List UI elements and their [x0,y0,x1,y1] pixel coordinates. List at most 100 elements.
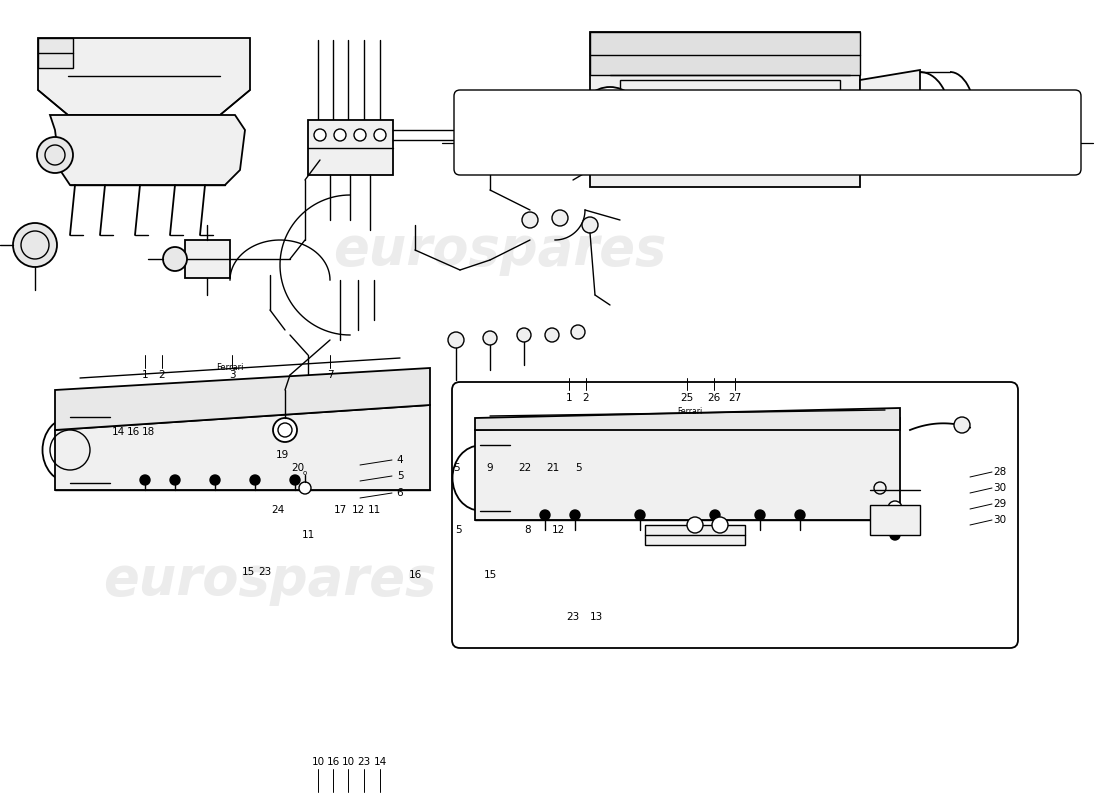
Text: 2: 2 [583,393,590,403]
Text: 27: 27 [728,393,741,403]
Text: 14: 14 [111,427,124,437]
Bar [185,240,230,278]
Text: 5: 5 [453,463,460,473]
Polygon shape [475,418,900,520]
Text: Valid for USA, CDN, CH and AUS from engine Nr. 25014: Valid for USA, CDN, CH and AUS from engi… [595,137,940,150]
Circle shape [580,87,640,147]
Circle shape [571,325,585,339]
Text: 10: 10 [341,757,354,767]
Text: 3: 3 [229,370,235,380]
Text: 30: 30 [993,515,1007,525]
Text: 10: 10 [311,757,324,767]
Circle shape [374,129,386,141]
Bar [308,120,393,175]
Circle shape [448,332,464,348]
Circle shape [140,475,150,485]
Text: 24: 24 [272,505,285,515]
Text: 25: 25 [681,393,694,403]
Circle shape [795,510,805,520]
Circle shape [273,418,297,442]
Circle shape [299,482,311,494]
Circle shape [552,210,568,226]
Text: 22: 22 [518,463,531,473]
Text: 15: 15 [483,570,496,580]
Text: 11: 11 [367,505,381,515]
Text: 23: 23 [566,612,580,622]
Text: 30: 30 [993,483,1007,493]
Bar [620,80,840,140]
Text: 18: 18 [142,427,155,437]
Text: Ferrari: Ferrari [217,363,244,373]
Circle shape [888,501,902,515]
Circle shape [483,331,497,345]
Text: 5: 5 [454,525,461,535]
Bar [870,505,920,535]
Text: 14: 14 [373,757,386,767]
Circle shape [544,328,559,342]
Circle shape [755,510,764,520]
Text: 23: 23 [358,757,371,767]
Text: o: o [302,470,307,476]
Circle shape [540,510,550,520]
FancyBboxPatch shape [454,90,1081,175]
Text: eurospares: eurospares [103,554,437,606]
Bar [645,525,745,545]
Text: 8: 8 [525,525,531,535]
Text: 9: 9 [486,463,493,473]
Text: 12: 12 [551,525,564,535]
Polygon shape [55,405,430,490]
Text: 23: 23 [258,567,272,577]
Circle shape [210,475,220,485]
Circle shape [334,129,346,141]
Text: 19: 19 [275,450,288,460]
Text: 13: 13 [590,612,603,622]
Text: Ferrari: Ferrari [678,407,703,417]
Text: 17: 17 [333,505,346,515]
Circle shape [522,212,538,228]
Circle shape [13,223,57,267]
Text: 20: 20 [292,463,305,473]
Circle shape [570,510,580,520]
Circle shape [635,510,645,520]
Text: 1: 1 [142,370,148,380]
Bar [39,38,73,68]
Text: 12: 12 [351,505,364,515]
Text: 16: 16 [126,427,140,437]
Polygon shape [590,32,860,75]
Text: 21: 21 [547,463,560,473]
Text: 7: 7 [327,370,333,380]
Text: 5: 5 [397,471,404,481]
Polygon shape [55,368,430,430]
Circle shape [712,517,728,533]
Circle shape [290,475,300,485]
Text: 6: 6 [397,488,404,498]
Polygon shape [475,408,900,430]
Text: 2: 2 [158,370,165,380]
Text: 11: 11 [301,530,315,540]
Text: 1: 1 [565,393,572,403]
Text: eurospares: eurospares [553,554,887,606]
Text: 28: 28 [993,467,1007,477]
Text: 16: 16 [408,570,421,580]
Circle shape [954,417,970,433]
FancyBboxPatch shape [452,382,1018,648]
Circle shape [314,129,326,141]
Bar [590,32,860,187]
Polygon shape [39,38,250,115]
Text: 4: 4 [397,455,404,465]
Circle shape [354,129,366,141]
Circle shape [37,137,73,173]
Circle shape [890,530,900,540]
Polygon shape [50,115,245,185]
Circle shape [250,475,260,485]
Text: 5: 5 [574,463,581,473]
Text: 29: 29 [993,499,1007,509]
Text: Vale per USA, CDN, CH e AUS dal motore No. 25014: Vale per USA, CDN, CH e AUS dal motore N… [605,115,930,129]
Circle shape [170,475,180,485]
Circle shape [582,217,598,233]
Circle shape [517,328,531,342]
Text: 16: 16 [327,757,340,767]
Circle shape [163,247,187,271]
Polygon shape [1010,110,1075,155]
Text: eurospares: eurospares [333,224,667,276]
